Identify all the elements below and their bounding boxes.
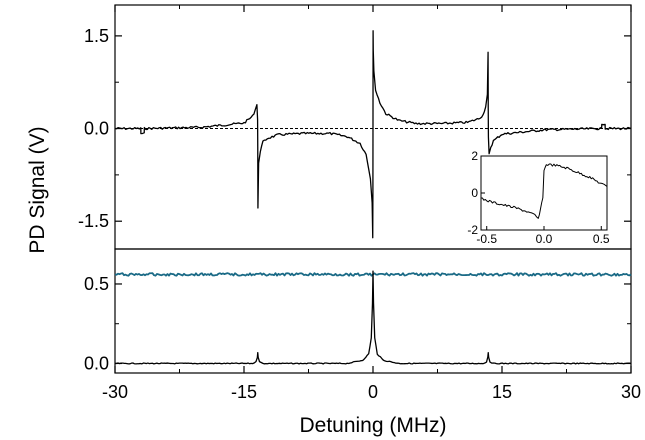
top-y-tick-label: 1.5 [84, 26, 109, 46]
bottom-x-tick-label: 30 [621, 382, 641, 402]
top-y-tick-label: 0.0 [84, 119, 109, 139]
bottom-x-tick-label: -30 [102, 382, 128, 402]
inset-frame [480, 155, 608, 231]
inset-y-tick-label: 2 [471, 149, 478, 163]
inset-y-tick-label: -2 [467, 223, 478, 237]
inset-x-tick-label: -0.5 [476, 232, 497, 246]
bottom-y-tick-label: 0.0 [84, 353, 109, 373]
x-axis-title: Detuning (MHz) [299, 414, 446, 437]
bottom-panel-frame [114, 248, 632, 374]
top-panel: -1.5 0.0 1.5 [78, 5, 632, 239]
bottom-y-tick-label: 0.5 [84, 274, 109, 294]
inset-panel: -2 0 2 -0.5 0.0 0.5 [467, 149, 610, 246]
inset-y-tick-label: 0 [471, 186, 478, 200]
bottom-x-tick-label: 0 [368, 382, 378, 402]
bottom-panel: 0.0 0.5 -30 -15 0 15 30 [84, 270, 641, 402]
bottom-x-tick-label: -15 [231, 382, 257, 402]
top-signal-line [114, 30, 632, 239]
inset-x-tick-label: 0.5 [593, 232, 610, 246]
top-y-tick-label: -1.5 [78, 211, 109, 231]
inset-signal-line [480, 163, 608, 219]
y-axis-title: PD Signal (V) [26, 126, 49, 253]
bottom-x-tick-label: 15 [492, 382, 512, 402]
bottom-signal-line [114, 270, 632, 365]
inset-x-tick-label: 0.0 [536, 232, 553, 246]
